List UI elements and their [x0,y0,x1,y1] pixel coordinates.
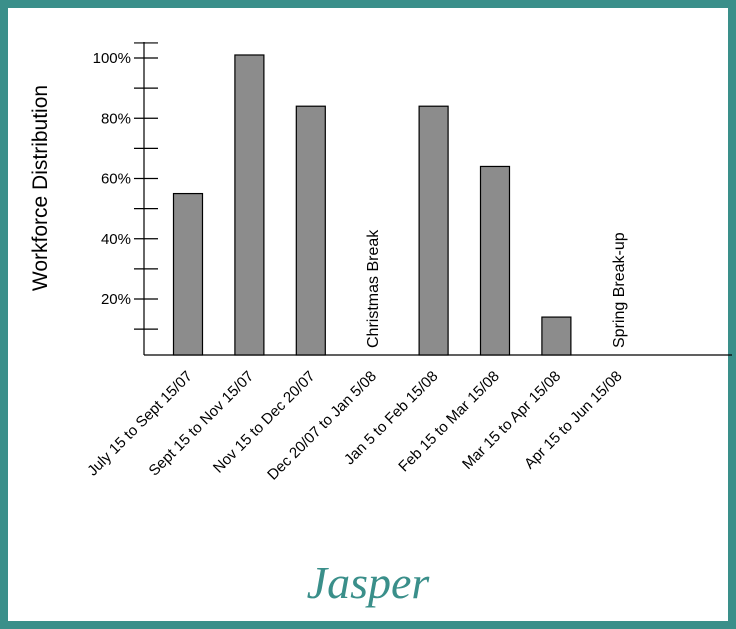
chart-title: Jasper [307,557,431,608]
annotation-label: Christmas Break [365,229,382,348]
x-tick-label: Nov 15 to Dec 20/07 [210,368,319,477]
x-tick-label: July 15 to Sept 15/07 [84,368,196,480]
y-tick-label: 80% [101,110,131,127]
y-tick-label: 40% [101,231,131,248]
y-tick-label: 60% [101,171,131,188]
x-tick-label: Sept 15 to Nov 15/07 [146,368,258,480]
bar [541,316,572,356]
x-tick-label: Dec 20/07 to Jan 5/08 [264,368,380,484]
annotations: Christmas Break Spring Break-up [365,229,628,348]
bar [234,54,265,356]
bar [295,105,326,356]
y-ticks: 20% 40% 60% 80% 100% [93,42,158,330]
bar [418,105,449,356]
bar [479,165,511,356]
bar [172,192,204,356]
bars [172,54,572,356]
y-axis-label: Workforce Distribution [29,85,52,291]
annotation-label: Spring Break-up [611,232,628,348]
x-tick-label: Feb 15 to Mar 15/08 [395,368,503,476]
y-tick-label: 100% [93,50,131,67]
y-tick-label: 20% [101,291,131,308]
